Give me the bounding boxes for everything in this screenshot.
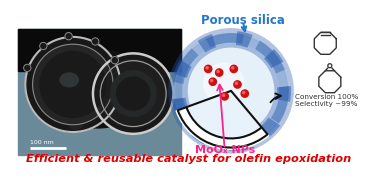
Circle shape	[223, 94, 225, 96]
Circle shape	[99, 60, 167, 127]
Text: Conversion 100%
Selectivity ~99%: Conversion 100% Selectivity ~99%	[295, 93, 358, 107]
Circle shape	[243, 91, 245, 94]
Circle shape	[204, 65, 212, 72]
Text: MoOₓ NPs: MoOₓ NPs	[195, 145, 255, 155]
Circle shape	[93, 53, 174, 134]
Text: Efficient & reusable catalyst for olefin epoxidation: Efficient & reusable catalyst for olefin…	[26, 154, 352, 164]
Text: Porous silica: Porous silica	[201, 14, 285, 27]
Bar	[18, 29, 181, 155]
Circle shape	[209, 78, 217, 85]
Circle shape	[117, 77, 150, 110]
Ellipse shape	[37, 50, 156, 128]
Circle shape	[24, 64, 31, 72]
Circle shape	[234, 81, 241, 88]
Circle shape	[65, 33, 72, 40]
Circle shape	[232, 67, 234, 69]
Circle shape	[91, 38, 99, 45]
Circle shape	[174, 34, 288, 147]
Circle shape	[328, 64, 332, 68]
Circle shape	[139, 74, 150, 85]
Circle shape	[230, 65, 237, 72]
Circle shape	[79, 97, 90, 108]
Circle shape	[96, 105, 110, 119]
Circle shape	[40, 52, 106, 117]
Circle shape	[206, 67, 208, 69]
Circle shape	[183, 43, 279, 138]
Circle shape	[25, 37, 121, 132]
Circle shape	[111, 57, 118, 64]
Circle shape	[67, 113, 84, 129]
Circle shape	[215, 69, 223, 76]
Circle shape	[87, 57, 106, 75]
Circle shape	[204, 63, 244, 104]
Wedge shape	[176, 91, 269, 149]
Circle shape	[110, 96, 123, 109]
Circle shape	[110, 71, 156, 117]
Bar	[18, 29, 181, 71]
Wedge shape	[186, 91, 262, 138]
Circle shape	[235, 82, 237, 84]
Circle shape	[33, 44, 113, 125]
Circle shape	[105, 68, 119, 83]
Ellipse shape	[60, 73, 78, 87]
Text: 100 nm: 100 nm	[30, 140, 54, 145]
Circle shape	[211, 79, 213, 82]
Circle shape	[40, 42, 47, 50]
Circle shape	[217, 70, 219, 72]
Circle shape	[221, 93, 228, 100]
Circle shape	[241, 90, 248, 97]
